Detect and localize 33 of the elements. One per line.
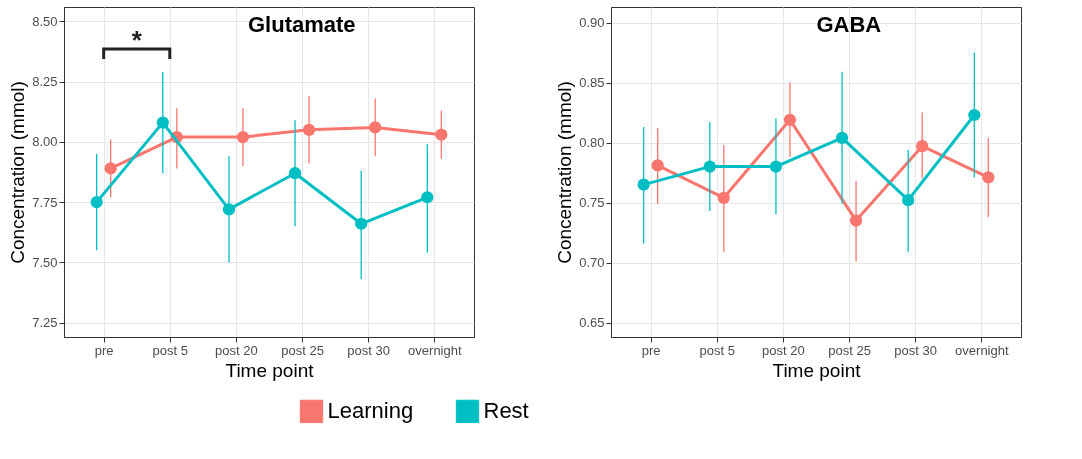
y-tick-label: 7.25	[32, 315, 58, 331]
y-tick-label: 8.00	[32, 134, 58, 150]
x-tick-label: post 25	[281, 342, 324, 358]
y-tick-label: 8.50	[32, 13, 58, 29]
y-tick-label: 0.75	[579, 195, 605, 211]
y-tick-label: 0.90	[579, 15, 605, 31]
x-tick-label: pre	[641, 342, 661, 358]
chart-title: GABA	[816, 12, 882, 37]
x-tick-label: overnight	[408, 342, 462, 358]
x-axis-title: Time point	[225, 359, 315, 381]
x-tick-label: post 25	[828, 342, 871, 358]
x-tick-label: post 5	[152, 342, 189, 358]
x-axis-title: Time point	[772, 359, 862, 381]
y-tick-label: 7.75	[32, 194, 58, 210]
x-tick-label: overnight	[955, 342, 1009, 358]
x-tick-label: post 30	[894, 342, 938, 358]
chart-title: Glutamate	[248, 12, 356, 37]
legend-label: Rest	[483, 398, 529, 424]
x-tick-label: post 20	[762, 342, 805, 358]
y-tick-label: 0.80	[579, 135, 605, 151]
y-tick-label: 8.25	[32, 74, 58, 90]
x-tick-label: post 20	[215, 342, 258, 358]
y-tick-label: 0.70	[579, 255, 605, 271]
y-tick-label: 0.65	[579, 315, 605, 331]
y-tick-label: 0.85	[579, 75, 605, 91]
x-tick-label: pre	[94, 342, 114, 358]
y-axis-title: Concentration (mmol)	[7, 81, 29, 264]
annotation: *	[131, 25, 143, 55]
x-tick-label: post 30	[347, 342, 391, 358]
legend-label: Learning	[327, 398, 414, 424]
y-axis-title: Concentration (mmol)	[554, 81, 576, 264]
x-tick-label: post 5	[699, 342, 736, 358]
y-tick-label: 7.50	[32, 254, 58, 270]
